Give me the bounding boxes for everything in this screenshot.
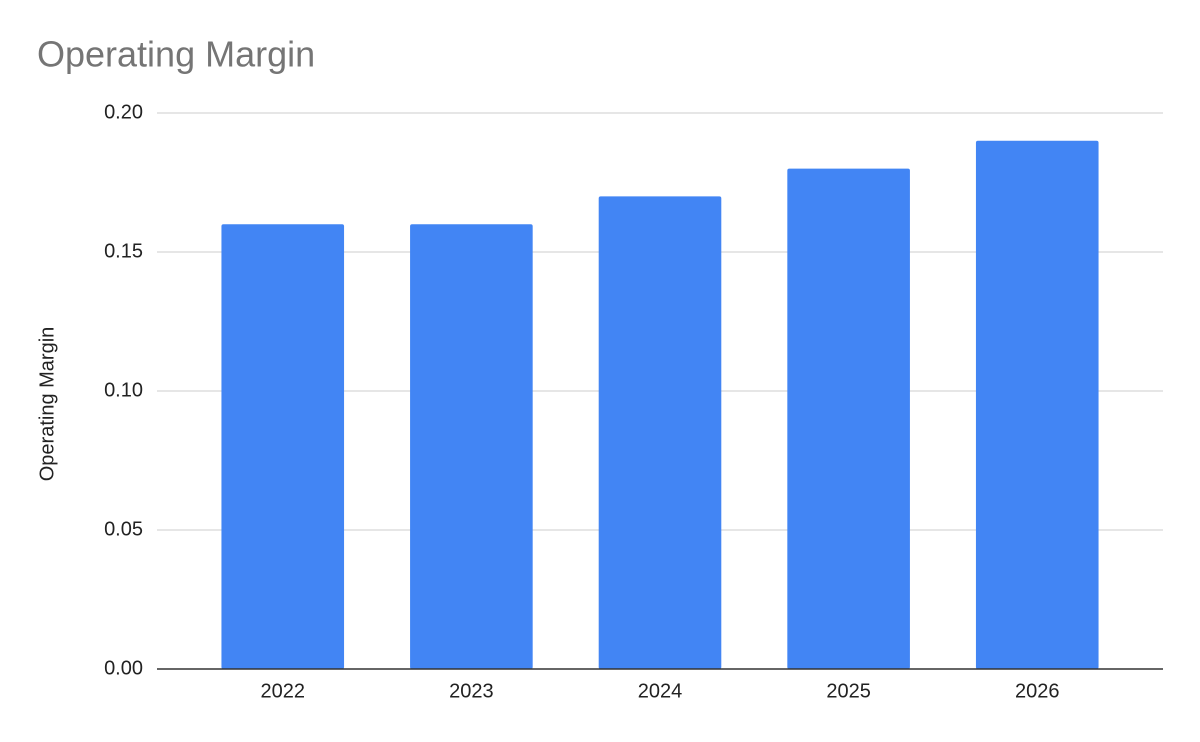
y-tick-label: 0.00 — [104, 657, 143, 679]
y-tick-label: 0.05 — [104, 518, 143, 540]
bar — [221, 224, 345, 669]
y-tick-label: 0.10 — [104, 379, 143, 401]
x-tick-label: 2025 — [826, 680, 871, 702]
x-tick-label: 2026 — [1015, 680, 1060, 702]
x-tick-label: 2024 — [638, 680, 683, 702]
y-tick-label: 0.15 — [104, 240, 143, 262]
x-tick-label: 2022 — [261, 680, 306, 702]
x-tick-label: 2023 — [449, 680, 494, 702]
bar — [410, 224, 533, 669]
bar — [787, 168, 910, 669]
chart-title: Operating Margin — [37, 34, 315, 75]
y-tick-label: 0.20 — [104, 101, 143, 123]
bar — [598, 196, 722, 669]
bar — [975, 140, 1099, 670]
y-axis-label: Operating Margin — [36, 327, 58, 482]
